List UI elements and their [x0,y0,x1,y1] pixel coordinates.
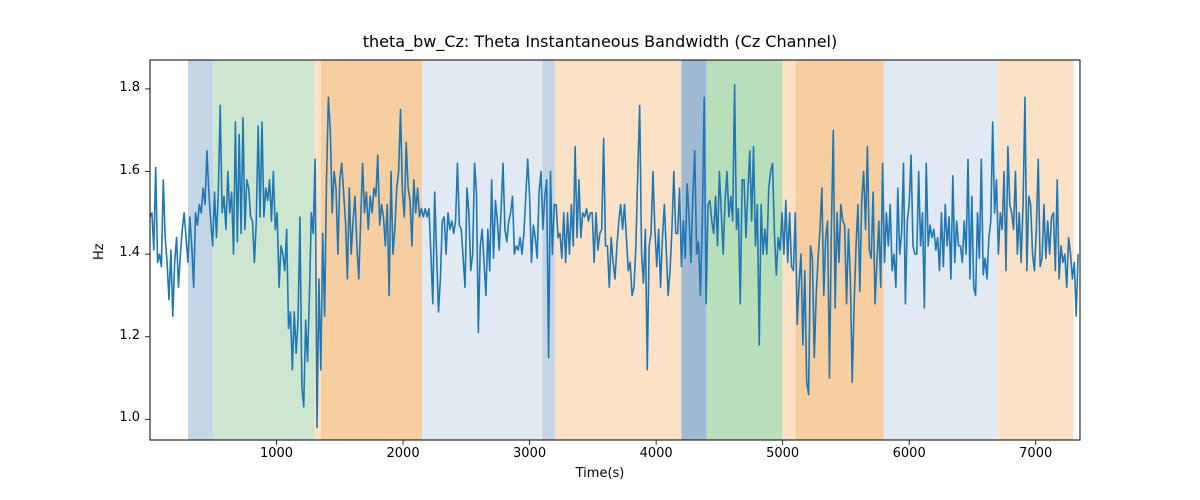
chart-container: theta_bw_Cz: Theta Instantaneous Bandwid… [0,0,1200,500]
y-tick-label: 1.8 [119,80,140,95]
y-tick-label: 1.6 [119,163,140,178]
band [707,60,783,440]
band [422,60,542,440]
band [321,60,422,440]
y-tick-label: 1.0 [119,410,140,425]
x-tick-label: 6000 [889,446,929,461]
x-tick-label: 7000 [1016,446,1056,461]
plot-svg [0,0,1200,500]
x-tick-label: 2000 [383,446,423,461]
x-tick-label: 4000 [636,446,676,461]
y-tick-label: 1.2 [119,328,140,343]
x-tick-label: 5000 [763,446,803,461]
x-tick-label: 3000 [510,446,550,461]
x-tick-label: 1000 [257,446,297,461]
y-tick-label: 1.4 [119,245,140,260]
